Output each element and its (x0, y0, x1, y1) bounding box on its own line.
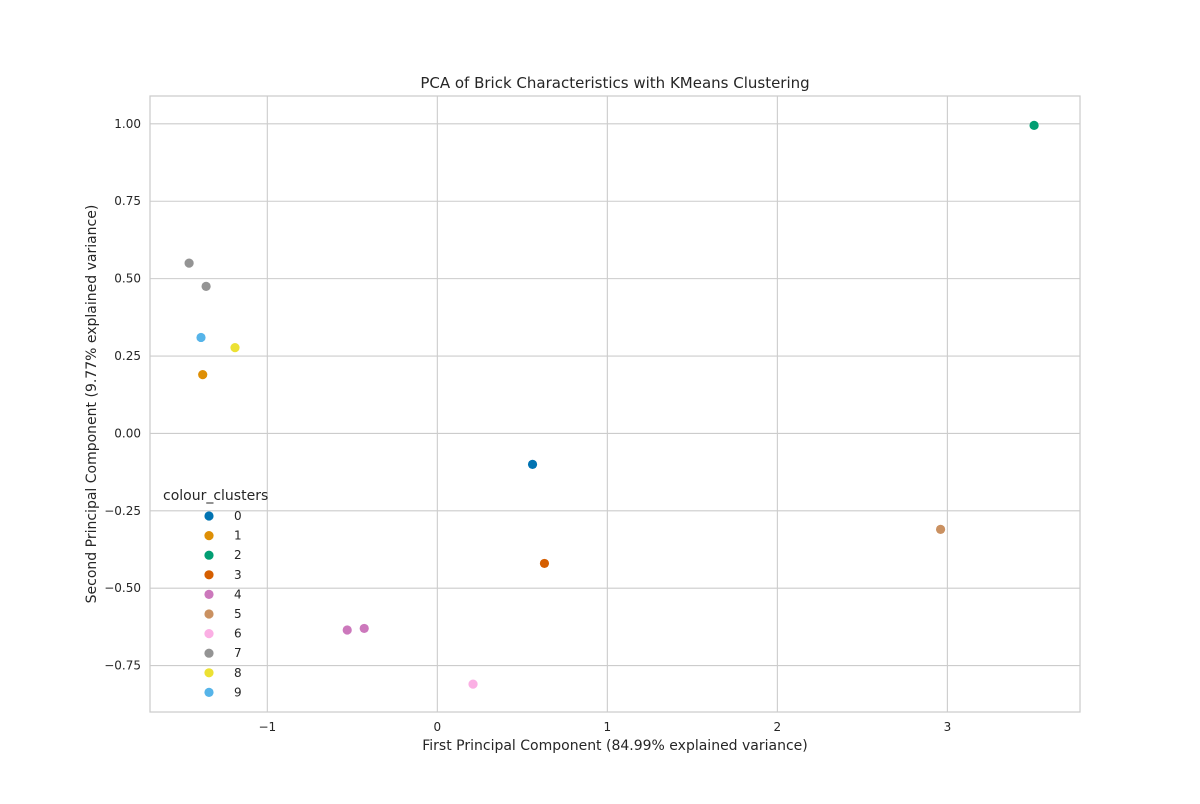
legend-label-7: 7 (234, 646, 242, 660)
y-tick-label: 0.25 (114, 349, 141, 363)
data-point-cluster-1 (198, 369, 208, 380)
x-tick-label: 3 (944, 720, 952, 734)
data-point-cluster-4 (342, 625, 352, 635)
legend-marker-5 (204, 609, 214, 619)
y-axis-label: Second Principal Component (9.77% explai… (84, 205, 100, 604)
legend-label-1: 1 (234, 529, 242, 543)
legend: colour_clusters 0 1 2 3 4 5 6 7 8 9 (163, 488, 268, 699)
y-tick-label: −0.25 (104, 504, 141, 518)
y-tick-label: 1.00 (114, 117, 141, 131)
legend-title: colour_clusters (163, 488, 268, 504)
legend-label-6: 6 (234, 627, 242, 641)
x-tick-label: 2 (774, 720, 782, 734)
x-axis-label: First Principal Component (84.99% explai… (422, 738, 808, 754)
legend-label-4: 4 (234, 587, 242, 601)
gridlines (150, 96, 1080, 712)
data-point-cluster-6 (468, 679, 478, 689)
y-tick-label: −0.75 (104, 659, 141, 673)
legend-marker-9 (204, 687, 214, 698)
legend-marker-2 (204, 550, 214, 560)
y-axis-ticks: −0.75 −0.50 −0.25 0.00 0.25 0.50 0.75 1.00 (104, 117, 141, 673)
x-axis-ticks: −1 0 1 2 3 (258, 720, 951, 734)
plot-area (149, 95, 1081, 713)
legend-marker-8 (204, 668, 214, 678)
data-point-cluster-7 (201, 281, 211, 291)
legend-marker-0 (204, 511, 214, 521)
y-tick-label: 0.00 (114, 426, 141, 440)
legend-marker-4 (204, 589, 214, 600)
x-tick-label: 0 (434, 720, 442, 734)
legend-marker-7 (204, 648, 214, 658)
data-point-cluster-8 (230, 343, 240, 353)
chart-title: PCA of Brick Characteristics with KMeans… (420, 74, 809, 92)
legend-label-8: 8 (234, 666, 242, 680)
data-point-cluster-4 (359, 623, 369, 634)
legend-marker-1 (204, 531, 214, 541)
data-point-cluster-0 (527, 459, 538, 469)
data-point-cluster-5 (935, 524, 946, 534)
data-points (184, 120, 1039, 689)
axes-background (150, 96, 1080, 712)
x-tick-label: −1 (258, 720, 276, 734)
y-tick-label: 0.50 (114, 272, 141, 286)
legend-items: 0 1 2 3 4 5 6 7 8 9 (204, 509, 242, 699)
legend-label-5: 5 (234, 607, 242, 621)
legend-label-9: 9 (234, 685, 242, 699)
data-point-cluster-7 (184, 258, 194, 268)
data-point-cluster-2 (1029, 120, 1039, 131)
legend-marker-6 (204, 629, 214, 639)
legend-label-2: 2 (234, 548, 242, 562)
y-tick-label: −0.50 (104, 581, 141, 595)
data-point-cluster-3 (539, 558, 550, 569)
x-tick-label: 1 (604, 720, 612, 734)
data-point-cluster-9 (196, 332, 206, 343)
axes-frame (149, 95, 1081, 713)
y-tick-label: 0.75 (114, 194, 141, 208)
legend-label-3: 3 (234, 568, 242, 582)
legend-label-0: 0 (234, 509, 242, 523)
legend-marker-3 (204, 570, 214, 580)
